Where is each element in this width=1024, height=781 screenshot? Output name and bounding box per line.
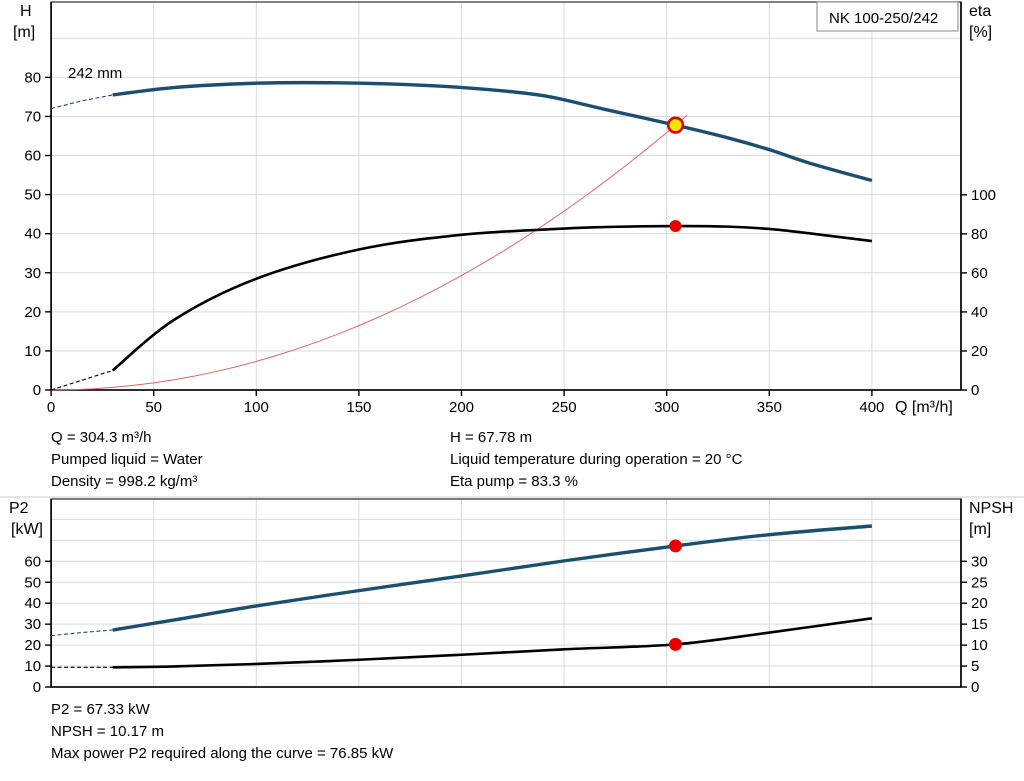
svg-text:30: 30 bbox=[971, 553, 988, 570]
svg-text:20: 20 bbox=[24, 637, 41, 654]
svg-text:70: 70 bbox=[24, 108, 41, 125]
svg-text:H: H bbox=[20, 3, 32, 20]
svg-text:0: 0 bbox=[33, 382, 41, 399]
svg-text:250: 250 bbox=[552, 399, 577, 416]
svg-text:400: 400 bbox=[859, 399, 884, 416]
svg-text:Max power P2 required along th: Max power P2 required along the curve = … bbox=[51, 745, 394, 762]
svg-text:10: 10 bbox=[971, 637, 988, 654]
svg-text:50: 50 bbox=[24, 574, 41, 591]
svg-text:NPSH = 10.17 m: NPSH = 10.17 m bbox=[51, 723, 164, 740]
svg-text:20: 20 bbox=[971, 343, 988, 360]
svg-text:Pumped liquid = Water: Pumped liquid = Water bbox=[51, 451, 203, 468]
svg-text:80: 80 bbox=[24, 69, 41, 86]
svg-text:[%]: [%] bbox=[969, 24, 992, 41]
svg-text:NK 100-250/242: NK 100-250/242 bbox=[829, 10, 938, 27]
svg-text:150: 150 bbox=[346, 399, 371, 416]
svg-text:200: 200 bbox=[449, 399, 474, 416]
svg-text:Q = 304.3 m³/h: Q = 304.3 m³/h bbox=[51, 429, 151, 446]
svg-text:25: 25 bbox=[971, 574, 988, 591]
svg-text:300: 300 bbox=[654, 399, 679, 416]
svg-text:350: 350 bbox=[757, 399, 782, 416]
svg-text:0: 0 bbox=[33, 679, 41, 696]
svg-text:60: 60 bbox=[24, 148, 41, 165]
svg-text:0: 0 bbox=[47, 399, 55, 416]
svg-text:30: 30 bbox=[24, 616, 41, 633]
svg-text:5: 5 bbox=[971, 658, 979, 675]
svg-text:Q [m³/h]: Q [m³/h] bbox=[895, 399, 953, 416]
svg-text:20: 20 bbox=[24, 304, 41, 321]
svg-text:15: 15 bbox=[971, 616, 988, 633]
svg-text:eta: eta bbox=[969, 3, 991, 20]
svg-text:NPSH: NPSH bbox=[969, 500, 1013, 517]
svg-text:100: 100 bbox=[244, 399, 269, 416]
svg-text:60: 60 bbox=[24, 553, 41, 570]
svg-text:0: 0 bbox=[971, 679, 979, 696]
svg-text:100: 100 bbox=[971, 187, 996, 204]
svg-text:[m]: [m] bbox=[13, 24, 35, 41]
svg-text:P2: P2 bbox=[9, 500, 29, 517]
svg-text:60: 60 bbox=[971, 265, 988, 282]
svg-text:P2 = 67.33 kW: P2 = 67.33 kW bbox=[51, 701, 151, 718]
svg-text:30: 30 bbox=[24, 265, 41, 282]
svg-text:10: 10 bbox=[24, 343, 41, 360]
svg-text:40: 40 bbox=[24, 595, 41, 612]
svg-text:20: 20 bbox=[971, 595, 988, 612]
svg-text:50: 50 bbox=[24, 187, 41, 204]
svg-text:40: 40 bbox=[24, 226, 41, 243]
svg-text:[kW]: [kW] bbox=[11, 521, 43, 538]
svg-text:10: 10 bbox=[24, 658, 41, 675]
svg-text:80: 80 bbox=[971, 226, 988, 243]
svg-text:50: 50 bbox=[145, 399, 162, 416]
svg-text:0: 0 bbox=[971, 382, 979, 399]
svg-text:[m]: [m] bbox=[969, 521, 991, 538]
svg-text:242 mm: 242 mm bbox=[68, 65, 122, 82]
svg-text:Liquid temperature during oper: Liquid temperature during operation = 20… bbox=[450, 451, 743, 468]
svg-text:Eta pump = 83.3 %: Eta pump = 83.3 % bbox=[450, 473, 578, 490]
svg-text:40: 40 bbox=[971, 304, 988, 321]
svg-text:Density = 998.2 kg/m³: Density = 998.2 kg/m³ bbox=[51, 473, 197, 490]
svg-text:H = 67.78 m: H = 67.78 m bbox=[450, 429, 532, 446]
